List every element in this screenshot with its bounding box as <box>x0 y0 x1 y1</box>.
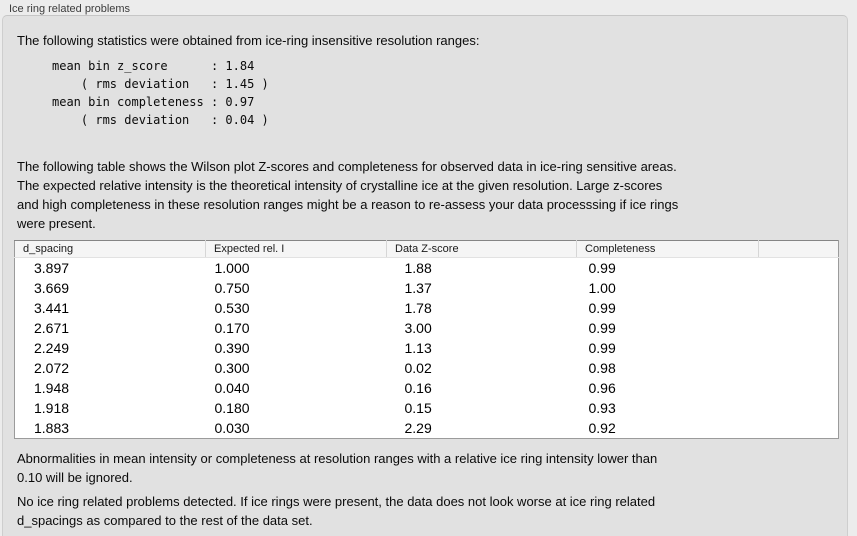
table-body: 3.897 1.000 1.88 0.99 3.669 0.750 1.37 1.00 3.44… <box>15 258 839 439</box>
table-cell-stub <box>759 298 839 318</box>
table-cell: 1.918 <box>34 400 70 416</box>
table-cell: 0.040 <box>214 380 250 396</box>
table-cell-stub <box>759 338 839 358</box>
ice-ring-panel: The following statistics were obtained f… <box>2 15 848 536</box>
table-cell: 1.00 <box>588 280 616 296</box>
table-cell: 1.883 <box>34 420 70 436</box>
table-cell: 0.92 <box>588 420 616 436</box>
table-cell: 1.88 <box>404 260 432 276</box>
table-cell: 0.300 <box>214 360 250 376</box>
table-row[interactable]: 3.441 0.530 1.78 0.99 <box>15 298 839 318</box>
table-row[interactable]: 2.671 0.170 3.00 0.99 <box>15 318 839 338</box>
column-header[interactable]: d_spacing <box>14 240 206 258</box>
ignore-note-text: Abnormalities in mean intensity or compl… <box>17 451 658 485</box>
table-header-row: d_spacing Expected rel. I Data Z-score Comp… <box>14 240 839 258</box>
table-cell: 0.15 <box>404 400 432 416</box>
table-cell: 0.180 <box>214 400 250 416</box>
table-cell: 0.16 <box>404 380 432 396</box>
ice-ring-table[interactable]: d_spacing Expected rel. I Data Z-score Comp… <box>14 240 839 439</box>
column-header[interactable]: Expected rel. I <box>205 240 387 258</box>
table-cell: 0.170 <box>214 320 250 336</box>
table-row[interactable]: 3.897 1.000 1.88 0.99 <box>15 258 839 279</box>
table-cell: 0.93 <box>588 400 616 416</box>
table-row[interactable]: 2.072 0.300 0.02 0.98 <box>15 358 839 378</box>
table-cell: 0.99 <box>588 340 616 356</box>
table-cell: 2.249 <box>34 340 70 356</box>
statistics-values-block: mean bin z_score : 1.84 ( rms deviation … <box>52 59 269 127</box>
table-cell-stub <box>759 258 839 279</box>
table-cell: 0.99 <box>588 260 616 276</box>
statistics-intro-text: The following statistics were obtained f… <box>17 33 480 48</box>
table-cell: 0.02 <box>404 360 432 376</box>
table-cell: 2.671 <box>34 320 70 336</box>
table-cell: 3.669 <box>34 280 70 296</box>
column-header-stub <box>758 240 839 258</box>
table-description-text: The following table shows the Wilson plo… <box>17 159 679 231</box>
table-cell: 0.99 <box>588 320 616 336</box>
table-row[interactable]: 1.948 0.040 0.16 0.96 <box>15 378 839 398</box>
table-cell: 3.897 <box>34 260 70 276</box>
table-cell-stub <box>759 418 839 439</box>
table-cell: 1.948 <box>34 380 70 396</box>
table-cell: 0.750 <box>214 280 250 296</box>
table-row[interactable]: 1.883 0.030 2.29 0.92 <box>15 418 839 439</box>
table-cell: 0.030 <box>214 420 250 436</box>
panel-title: Ice ring related problems <box>9 3 131 15</box>
table-cell: 1.78 <box>404 300 432 316</box>
table-cell: 0.99 <box>588 300 616 316</box>
table-cell: 1.37 <box>404 280 432 296</box>
table-cell-stub <box>759 398 839 418</box>
table-cell-stub <box>759 358 839 378</box>
table-cell: 1.13 <box>404 340 432 356</box>
table-row[interactable]: 3.669 0.750 1.37 1.00 <box>15 278 839 298</box>
table-cell: 0.530 <box>214 300 250 316</box>
column-header[interactable]: Data Z-score <box>386 240 577 258</box>
conclusion-text: No ice ring related problems detected. I… <box>17 494 656 528</box>
table-cell-stub <box>759 378 839 398</box>
table-cell: 1.000 <box>214 260 250 276</box>
table-cell-stub <box>759 318 839 338</box>
table-cell-stub <box>759 278 839 298</box>
table-row[interactable]: 1.918 0.180 0.15 0.93 <box>15 398 839 418</box>
table-row[interactable]: 2.249 0.390 1.13 0.99 <box>15 338 839 358</box>
table-cell: 0.96 <box>588 380 616 396</box>
table-cell: 3.441 <box>34 300 70 316</box>
table-cell: 2.29 <box>404 420 432 436</box>
table-cell: 0.390 <box>214 340 250 356</box>
table-cell: 0.98 <box>588 360 616 376</box>
table-cell: 2.072 <box>34 360 70 376</box>
column-header[interactable]: Completeness <box>576 240 759 258</box>
table-cell: 3.00 <box>404 320 432 336</box>
